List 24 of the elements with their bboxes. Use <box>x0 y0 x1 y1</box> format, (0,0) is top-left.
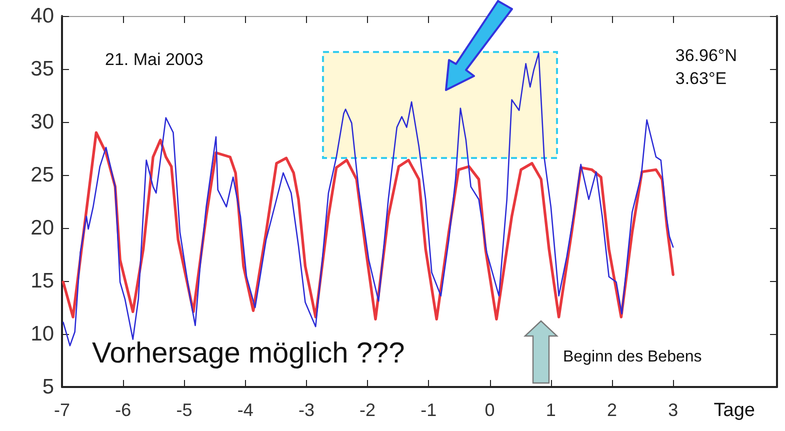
x-axis-title: Tage <box>714 400 755 421</box>
x-tick-label: -2 <box>360 400 376 420</box>
x-tick-label: -3 <box>298 400 314 420</box>
x-tick-label: 2 <box>606 400 618 420</box>
x-tick-label: -1 <box>420 400 437 420</box>
y-tick-label: 15 <box>30 270 54 292</box>
x-tick-label: 1 <box>546 400 556 420</box>
annotation: Beginn des Bebens <box>563 348 702 366</box>
y-tick-label: 40 <box>30 4 54 28</box>
x-tick-label: 3 <box>668 400 678 420</box>
y-tick-label: 25 <box>30 164 54 186</box>
y-tick-label: 30 <box>30 110 54 134</box>
x-tick-label: -4 <box>237 400 254 420</box>
x-tick-label: -7 <box>54 400 70 420</box>
x-tick-label: -6 <box>115 400 132 420</box>
annotation: 21. Mai 2003 <box>105 50 204 69</box>
y-tick-label: 20 <box>30 216 54 240</box>
x-tick-label: 0 <box>484 400 495 420</box>
y-tick-label: 5 <box>42 376 54 398</box>
y-tick-label: 10 <box>30 322 54 346</box>
annotation: 36.96°N 3.63°E <box>675 46 738 88</box>
y-tick-label: 35 <box>30 58 54 80</box>
x-tick-label: -5 <box>176 400 192 420</box>
annotation: Vorhersage möglich ??? <box>92 338 405 370</box>
